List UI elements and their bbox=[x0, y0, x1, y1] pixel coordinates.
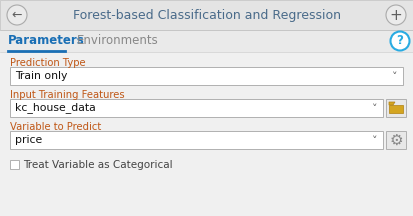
FancyBboxPatch shape bbox=[10, 67, 403, 85]
Text: Parameters: Parameters bbox=[8, 35, 85, 48]
Text: ←: ← bbox=[12, 8, 22, 22]
Text: ˅: ˅ bbox=[392, 72, 398, 82]
Circle shape bbox=[7, 5, 27, 25]
Text: Environments: Environments bbox=[77, 35, 159, 48]
Polygon shape bbox=[389, 105, 403, 113]
Text: Treat Variable as Categorical: Treat Variable as Categorical bbox=[23, 159, 173, 170]
Text: Input Training Features: Input Training Features bbox=[10, 90, 125, 100]
Text: Train only: Train only bbox=[15, 71, 67, 81]
Text: Prediction Type: Prediction Type bbox=[10, 58, 85, 68]
FancyBboxPatch shape bbox=[0, 0, 413, 30]
FancyBboxPatch shape bbox=[0, 52, 413, 216]
FancyBboxPatch shape bbox=[10, 160, 19, 169]
Polygon shape bbox=[389, 102, 395, 105]
Text: +: + bbox=[389, 8, 402, 22]
Text: price: price bbox=[15, 135, 42, 145]
Text: ˅: ˅ bbox=[372, 104, 378, 114]
Text: Forest-based Classification and Regression: Forest-based Classification and Regressi… bbox=[73, 8, 341, 22]
FancyBboxPatch shape bbox=[10, 131, 383, 149]
FancyBboxPatch shape bbox=[0, 30, 413, 52]
FancyBboxPatch shape bbox=[386, 131, 406, 149]
Text: kc_house_data: kc_house_data bbox=[15, 103, 96, 113]
Text: Variable to Predict: Variable to Predict bbox=[10, 122, 101, 132]
Text: ?: ? bbox=[396, 35, 404, 48]
FancyBboxPatch shape bbox=[10, 99, 383, 117]
Text: ⚙: ⚙ bbox=[389, 132, 403, 148]
Text: ˅: ˅ bbox=[372, 136, 378, 146]
FancyBboxPatch shape bbox=[386, 99, 406, 117]
Circle shape bbox=[391, 32, 410, 51]
Circle shape bbox=[386, 5, 406, 25]
